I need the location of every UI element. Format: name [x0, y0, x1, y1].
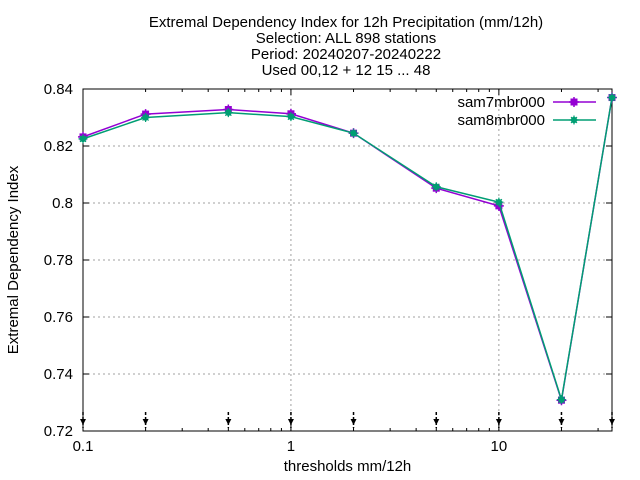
- y-tick-label: 0.76: [44, 309, 73, 326]
- y-tick-label: 0.82: [44, 138, 73, 155]
- data-point-star: [556, 395, 566, 405]
- plot-frame: [82, 88, 613, 432]
- y-tick-label: 0.74: [44, 366, 73, 383]
- y-tick-label: 0.72: [44, 423, 73, 440]
- x-tick-label: 0.1: [73, 438, 94, 455]
- threshold-marker-arrow: [287, 419, 294, 425]
- y-axis-ticks: 0.72 0.74 0.76 0.78 0.8 0.82 0.84: [44, 81, 612, 440]
- y-tick-label: 0.8: [52, 195, 73, 212]
- x-tick-label: 1: [287, 438, 295, 455]
- x-tick-label: 10: [491, 438, 508, 455]
- grid-lines: [83, 89, 612, 431]
- data-point-star: [349, 128, 359, 138]
- data-point-star: [286, 112, 296, 122]
- threshold-marker-arrow: [225, 419, 232, 425]
- threshold-marker-arrow: [558, 419, 565, 425]
- data-point-star: [223, 108, 233, 118]
- y-tick-label: 0.78: [44, 252, 73, 269]
- series-line: [82, 97, 613, 400]
- threshold-marker: [433, 412, 440, 428]
- data-point-star: [569, 115, 579, 125]
- threshold-marker: [80, 412, 86, 428]
- legend-entry: sam7mbr000: [457, 94, 596, 111]
- data-point-star: [494, 197, 504, 207]
- threshold-marker: [609, 412, 615, 428]
- series-sam8mbr000: [78, 93, 617, 405]
- threshold-marker-arrow: [142, 419, 149, 425]
- threshold-markers: [80, 412, 615, 428]
- data-point-cross: [569, 97, 579, 107]
- threshold-marker: [558, 412, 565, 428]
- series-line: [82, 97, 613, 401]
- data-point-star: [607, 93, 617, 103]
- threshold-marker: [495, 412, 502, 428]
- threshold-marker: [142, 412, 149, 428]
- data-point-star: [78, 134, 88, 144]
- threshold-marker: [225, 412, 232, 428]
- series-lines: [78, 92, 617, 406]
- chart-title: Extremal Dependency Index for 12h Precip…: [149, 14, 543, 79]
- series-sam7mbr000: [78, 92, 617, 406]
- threshold-marker-arrow: [80, 419, 86, 425]
- threshold-marker-arrow: [350, 419, 357, 425]
- legend-label: sam8mbr000: [457, 112, 545, 129]
- x-axis-label: thresholds mm/12h: [284, 458, 412, 475]
- title-line: Used 00,12 + 12 15 ... 48: [262, 62, 431, 79]
- x-axis-ticks: 0.1 1 10: [73, 89, 599, 455]
- threshold-marker: [350, 412, 357, 428]
- threshold-marker-arrow: [495, 419, 502, 425]
- threshold-marker-arrow: [433, 419, 440, 425]
- title-line: Period: 20240207-20240222: [251, 46, 441, 63]
- threshold-marker-arrow: [609, 419, 615, 425]
- legend-label: sam7mbr000: [457, 94, 545, 111]
- data-point-star: [141, 113, 151, 122]
- data-point-star: [431, 182, 441, 192]
- title-line: Extremal Dependency Index for 12h Precip…: [149, 14, 543, 31]
- y-tick-label: 0.84: [44, 81, 73, 98]
- y-axis-label: Extremal Dependency Index: [5, 165, 22, 354]
- legend-entry: sam8mbr000: [457, 112, 596, 129]
- threshold-marker: [287, 412, 294, 428]
- title-line: Selection: ALL 898 stations: [256, 30, 436, 47]
